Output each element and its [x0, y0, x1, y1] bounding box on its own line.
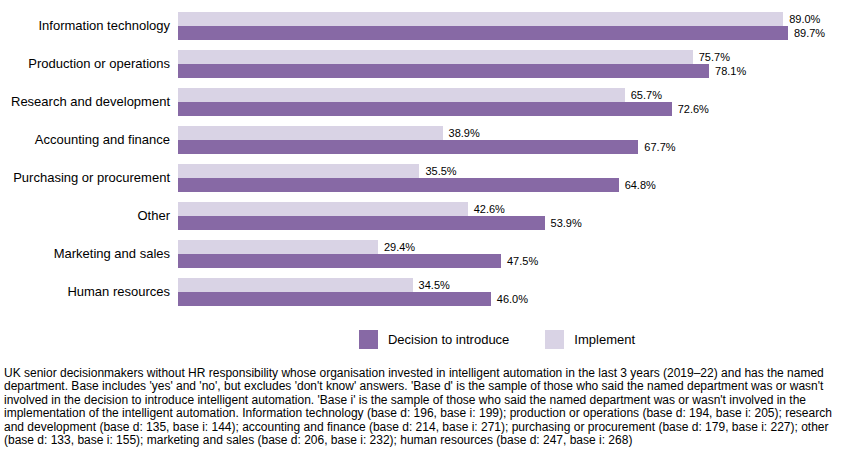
chart-row: Information technology 89.0% 89.7% [0, 12, 844, 40]
legend-label-decision: Decision to introduce [388, 332, 509, 347]
bar-pair: 65.7% 72.6% [178, 88, 844, 116]
category-label: Marketing and sales [0, 240, 170, 268]
chart-row: Marketing and sales 29.4% 47.5% [0, 240, 844, 268]
implement-bar [178, 164, 419, 178]
legend-swatch-implement [545, 330, 564, 349]
decision-bar-line: 72.6% [178, 102, 844, 116]
decision-bar-line: 64.8% [178, 178, 844, 192]
decision-bar [178, 26, 788, 40]
implement-bar-line: 34.5% [178, 278, 844, 292]
category-label: Production or operations [0, 50, 170, 78]
bar-pair: 34.5% 46.0% [178, 278, 844, 306]
legend-item-decision: Decision to introduce [359, 330, 509, 349]
implement-value-label: 35.5% [425, 165, 456, 177]
bar-pair: 75.7% 78.1% [178, 50, 844, 78]
chart-row: Accounting and finance 38.9% 67.7% [0, 126, 844, 154]
implement-bar [178, 50, 693, 64]
implement-value-label: 38.9% [449, 127, 480, 139]
decision-value-label: 67.7% [644, 141, 675, 153]
bar-chart: Information technology 89.0% 89.7% Produ… [0, 0, 844, 447]
category-label: Research and development [0, 88, 170, 116]
implement-bar-line: 42.6% [178, 202, 844, 216]
implement-value-label: 65.7% [631, 89, 662, 101]
implement-bar-line: 35.5% [178, 164, 844, 178]
category-label: Information technology [0, 12, 170, 40]
implement-bar [178, 240, 378, 254]
decision-bar-line: 53.9% [178, 216, 844, 230]
implement-bar-line: 75.7% [178, 50, 844, 64]
bar-pair: 42.6% 53.9% [178, 202, 844, 230]
implement-bar [178, 202, 468, 216]
implement-value-label: 75.7% [699, 51, 730, 63]
implement-bar [178, 12, 783, 26]
decision-bar-line: 47.5% [178, 254, 844, 268]
decision-value-label: 72.6% [678, 103, 709, 115]
chart-row: Purchasing or procurement 35.5% 64.8% [0, 164, 844, 192]
implement-value-label: 34.5% [419, 279, 450, 291]
implement-bar-line: 38.9% [178, 126, 844, 140]
decision-bar-line: 78.1% [178, 64, 844, 78]
category-label: Accounting and finance [0, 126, 170, 154]
legend-swatch-decision [359, 330, 378, 349]
implement-value-label: 29.4% [384, 241, 415, 253]
decision-value-label: 46.0% [497, 293, 528, 305]
chart-row: Human resources 34.5% 46.0% [0, 278, 844, 306]
decision-bar [178, 292, 491, 306]
chart-row: Other 42.6% 53.9% [0, 202, 844, 230]
decision-bar-line: 89.7% [178, 26, 844, 40]
decision-value-label: 64.8% [625, 179, 656, 191]
decision-bar [178, 254, 501, 268]
legend-label-implement: Implement [574, 332, 635, 347]
implement-bar-line: 29.4% [178, 240, 844, 254]
legend: Decision to introduce Implement [150, 330, 844, 349]
category-label: Human resources [0, 278, 170, 306]
bar-pair: 35.5% 64.8% [178, 164, 844, 192]
decision-bar [178, 64, 709, 78]
legend-item-implement: Implement [545, 330, 635, 349]
bar-pair: 29.4% 47.5% [178, 240, 844, 268]
decision-value-label: 53.9% [551, 217, 582, 229]
implement-bar [178, 88, 625, 102]
decision-value-label: 47.5% [507, 255, 538, 267]
footnote: UK senior decisionmakers without HR resp… [0, 367, 844, 447]
chart-rows: Information technology 89.0% 89.7% Produ… [0, 12, 844, 306]
decision-bar [178, 102, 672, 116]
bar-pair: 89.0% 89.7% [178, 12, 844, 40]
implement-bar [178, 126, 443, 140]
category-label: Purchasing or procurement [0, 164, 170, 192]
decision-value-label: 89.7% [794, 27, 825, 39]
category-label: Other [0, 202, 170, 230]
decision-bar-line: 46.0% [178, 292, 844, 306]
decision-bar [178, 178, 619, 192]
decision-bar [178, 140, 638, 154]
chart-row: Research and development 65.7% 72.6% [0, 88, 844, 116]
decision-value-label: 78.1% [715, 65, 746, 77]
implement-bar-line: 89.0% [178, 12, 844, 26]
decision-bar-line: 67.7% [178, 140, 844, 154]
implement-bar-line: 65.7% [178, 88, 844, 102]
implement-value-label: 89.0% [789, 13, 820, 25]
implement-bar [178, 278, 413, 292]
bar-pair: 38.9% 67.7% [178, 126, 844, 154]
chart-row: Production or operations 75.7% 78.1% [0, 50, 844, 78]
decision-bar [178, 216, 545, 230]
implement-value-label: 42.6% [474, 203, 505, 215]
